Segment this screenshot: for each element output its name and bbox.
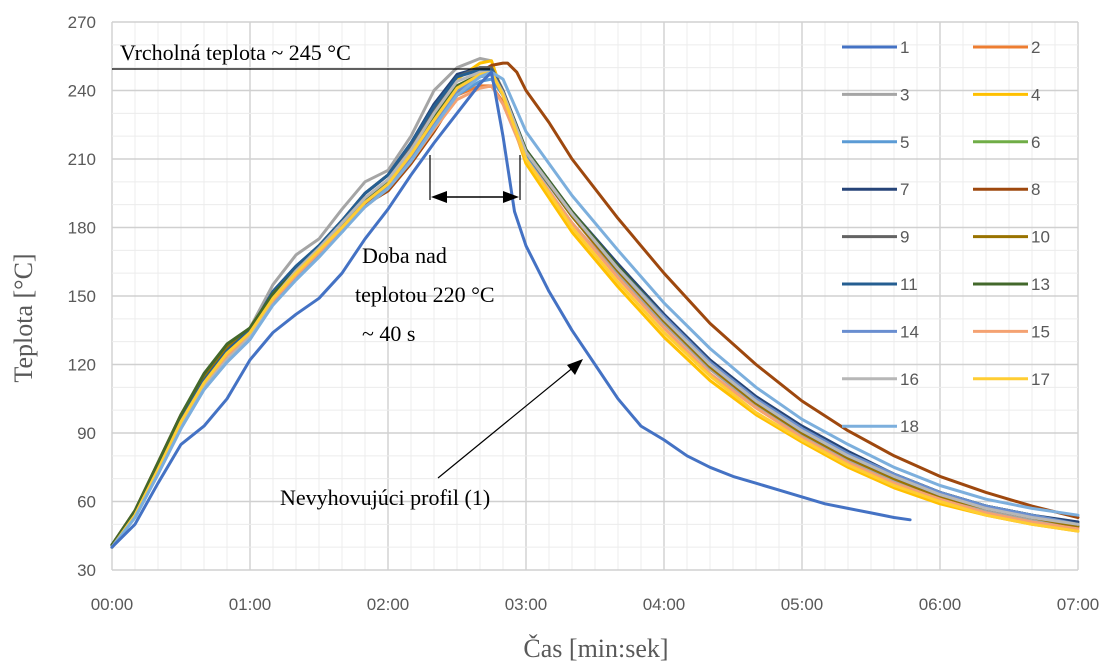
series-line-15 xyxy=(110,84,1080,549)
legend-label: 15 xyxy=(1031,322,1050,341)
x-axis-ticks: 00:00 01:00 02:00 03:00 04:00 05:00 06:00 07:00 xyxy=(91,595,1100,614)
y-tick-label: 90 xyxy=(77,424,96,443)
y-tick-label: 240 xyxy=(68,82,96,101)
series-line-16 xyxy=(110,70,1080,549)
legend-label: 5 xyxy=(900,133,909,152)
annotation-peak: Vrcholná teplota ~ 245 °C xyxy=(112,40,490,70)
legend-label: 17 xyxy=(1031,370,1050,389)
y-axis-title: Teplota [°C] xyxy=(9,253,38,382)
legend-item-10: 10 xyxy=(973,228,1050,247)
legend-item-8: 8 xyxy=(973,180,1040,199)
legend: 1 2 3 4 5 6 7 8 9 10 11 13 14 15 16 17 18 xyxy=(842,38,1050,436)
legend-item-1: 1 xyxy=(842,38,909,57)
duration-label-line2: teplotou 220 °C xyxy=(355,282,495,307)
x-tick-label: 03:00 xyxy=(505,595,548,614)
series-group xyxy=(110,57,1080,549)
legend-item-14: 14 xyxy=(842,322,919,341)
legend-label: 14 xyxy=(900,322,919,341)
x-tick-label: 05:00 xyxy=(781,595,824,614)
x-tick-label: 00:00 xyxy=(91,595,134,614)
x-tick-label: 01:00 xyxy=(229,595,272,614)
legend-label: 16 xyxy=(900,370,919,389)
y-axis-ticks: 30 60 90 120 150 180 210 240 270 xyxy=(68,13,96,580)
x-tick-label: 06:00 xyxy=(919,595,962,614)
duration-label-line1: Doba nad xyxy=(362,243,447,268)
legend-item-15: 15 xyxy=(973,322,1050,341)
series-line-1 xyxy=(110,70,912,549)
grid xyxy=(111,21,1079,571)
failing-label: Nevyhovujúci profil (1) xyxy=(280,485,490,510)
legend-label: 18 xyxy=(900,417,919,436)
legend-label: 13 xyxy=(1031,275,1050,294)
legend-item-17: 17 xyxy=(973,370,1050,389)
legend-item-2: 2 xyxy=(973,38,1040,57)
y-tick-label: 150 xyxy=(68,287,96,306)
legend-label: 1 xyxy=(900,38,909,57)
x-tick-label: 04:00 xyxy=(643,595,686,614)
y-tick-label: 30 xyxy=(77,561,96,580)
legend-item-11: 11 xyxy=(842,275,918,294)
duration-arrow-left-head xyxy=(431,191,447,203)
x-tick-label: 02:00 xyxy=(367,595,410,614)
legend-item-3: 3 xyxy=(842,85,909,104)
series-line-17 xyxy=(110,70,1080,549)
duration-arrow-right-head xyxy=(503,191,519,203)
legend-item-4: 4 xyxy=(973,85,1040,104)
series-line-18 xyxy=(110,70,1080,549)
legend-label: 6 xyxy=(1031,133,1040,152)
legend-item-13: 13 xyxy=(973,275,1050,294)
y-tick-label: 210 xyxy=(68,150,96,169)
legend-item-7: 7 xyxy=(842,180,909,199)
legend-item-16: 16 xyxy=(842,370,919,389)
x-tick-label: 07:00 xyxy=(1057,595,1100,614)
legend-label: 2 xyxy=(1031,38,1040,57)
legend-item-5: 5 xyxy=(842,133,909,152)
failing-arrow-head xyxy=(567,359,583,375)
legend-label: 4 xyxy=(1031,85,1040,104)
legend-label: 10 xyxy=(1031,228,1050,247)
legend-item-6: 6 xyxy=(973,133,1040,152)
legend-item-18: 18 xyxy=(842,417,919,436)
failing-arrow-line xyxy=(437,365,576,479)
peak-label: Vrcholná teplota ~ 245 °C xyxy=(120,40,351,65)
legend-label: 9 xyxy=(900,228,909,247)
legend-label: 3 xyxy=(900,85,909,104)
legend-label: 11 xyxy=(900,275,918,294)
legend-item-9: 9 xyxy=(842,228,909,247)
y-tick-label: 270 xyxy=(68,13,96,32)
legend-label: 7 xyxy=(900,180,909,199)
y-tick-label: 120 xyxy=(68,356,96,375)
legend-label: 8 xyxy=(1031,180,1040,199)
duration-label-line3: ~ 40 s xyxy=(362,321,415,346)
annotation-duration: Doba nad teplotou 220 °C ~ 40 s xyxy=(355,155,521,346)
x-axis-title: Čas [min:sek] xyxy=(523,634,668,663)
y-tick-label: 180 xyxy=(68,219,96,238)
y-tick-label: 60 xyxy=(77,493,96,512)
annotation-failing: Nevyhovujúci profil (1) xyxy=(280,359,583,510)
